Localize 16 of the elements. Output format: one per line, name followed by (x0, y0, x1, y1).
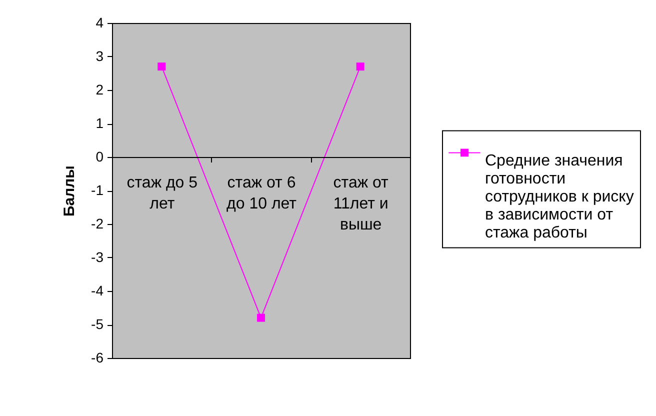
x-tick-label: стаж от 6 до 10 лет (226, 174, 298, 212)
x-tick-label: стаж от 11лет и выше (333, 174, 390, 234)
legend-label: Средние значения готовности сотрудников к риску в зависимости от стажа работы (485, 152, 634, 242)
y-tick-label: 4 (96, 14, 104, 30)
y-tick-label: -5 (91, 316, 104, 332)
y-tick-label: -4 (91, 282, 104, 298)
y-tick-label: 3 (96, 48, 104, 64)
y-tick-label: -2 (91, 216, 104, 232)
x-tick-label: стаж до 5 лет (126, 174, 198, 212)
y-tick-label: -3 (91, 249, 104, 265)
y-tick-label: 2 (96, 82, 104, 98)
y-tick-label: -1 (91, 182, 104, 198)
y-tick-label: 1 (96, 115, 104, 131)
y-axis-title: Баллы (61, 166, 78, 216)
y-tick-label: 0 (96, 148, 104, 164)
y-tick-label: -6 (91, 350, 104, 366)
